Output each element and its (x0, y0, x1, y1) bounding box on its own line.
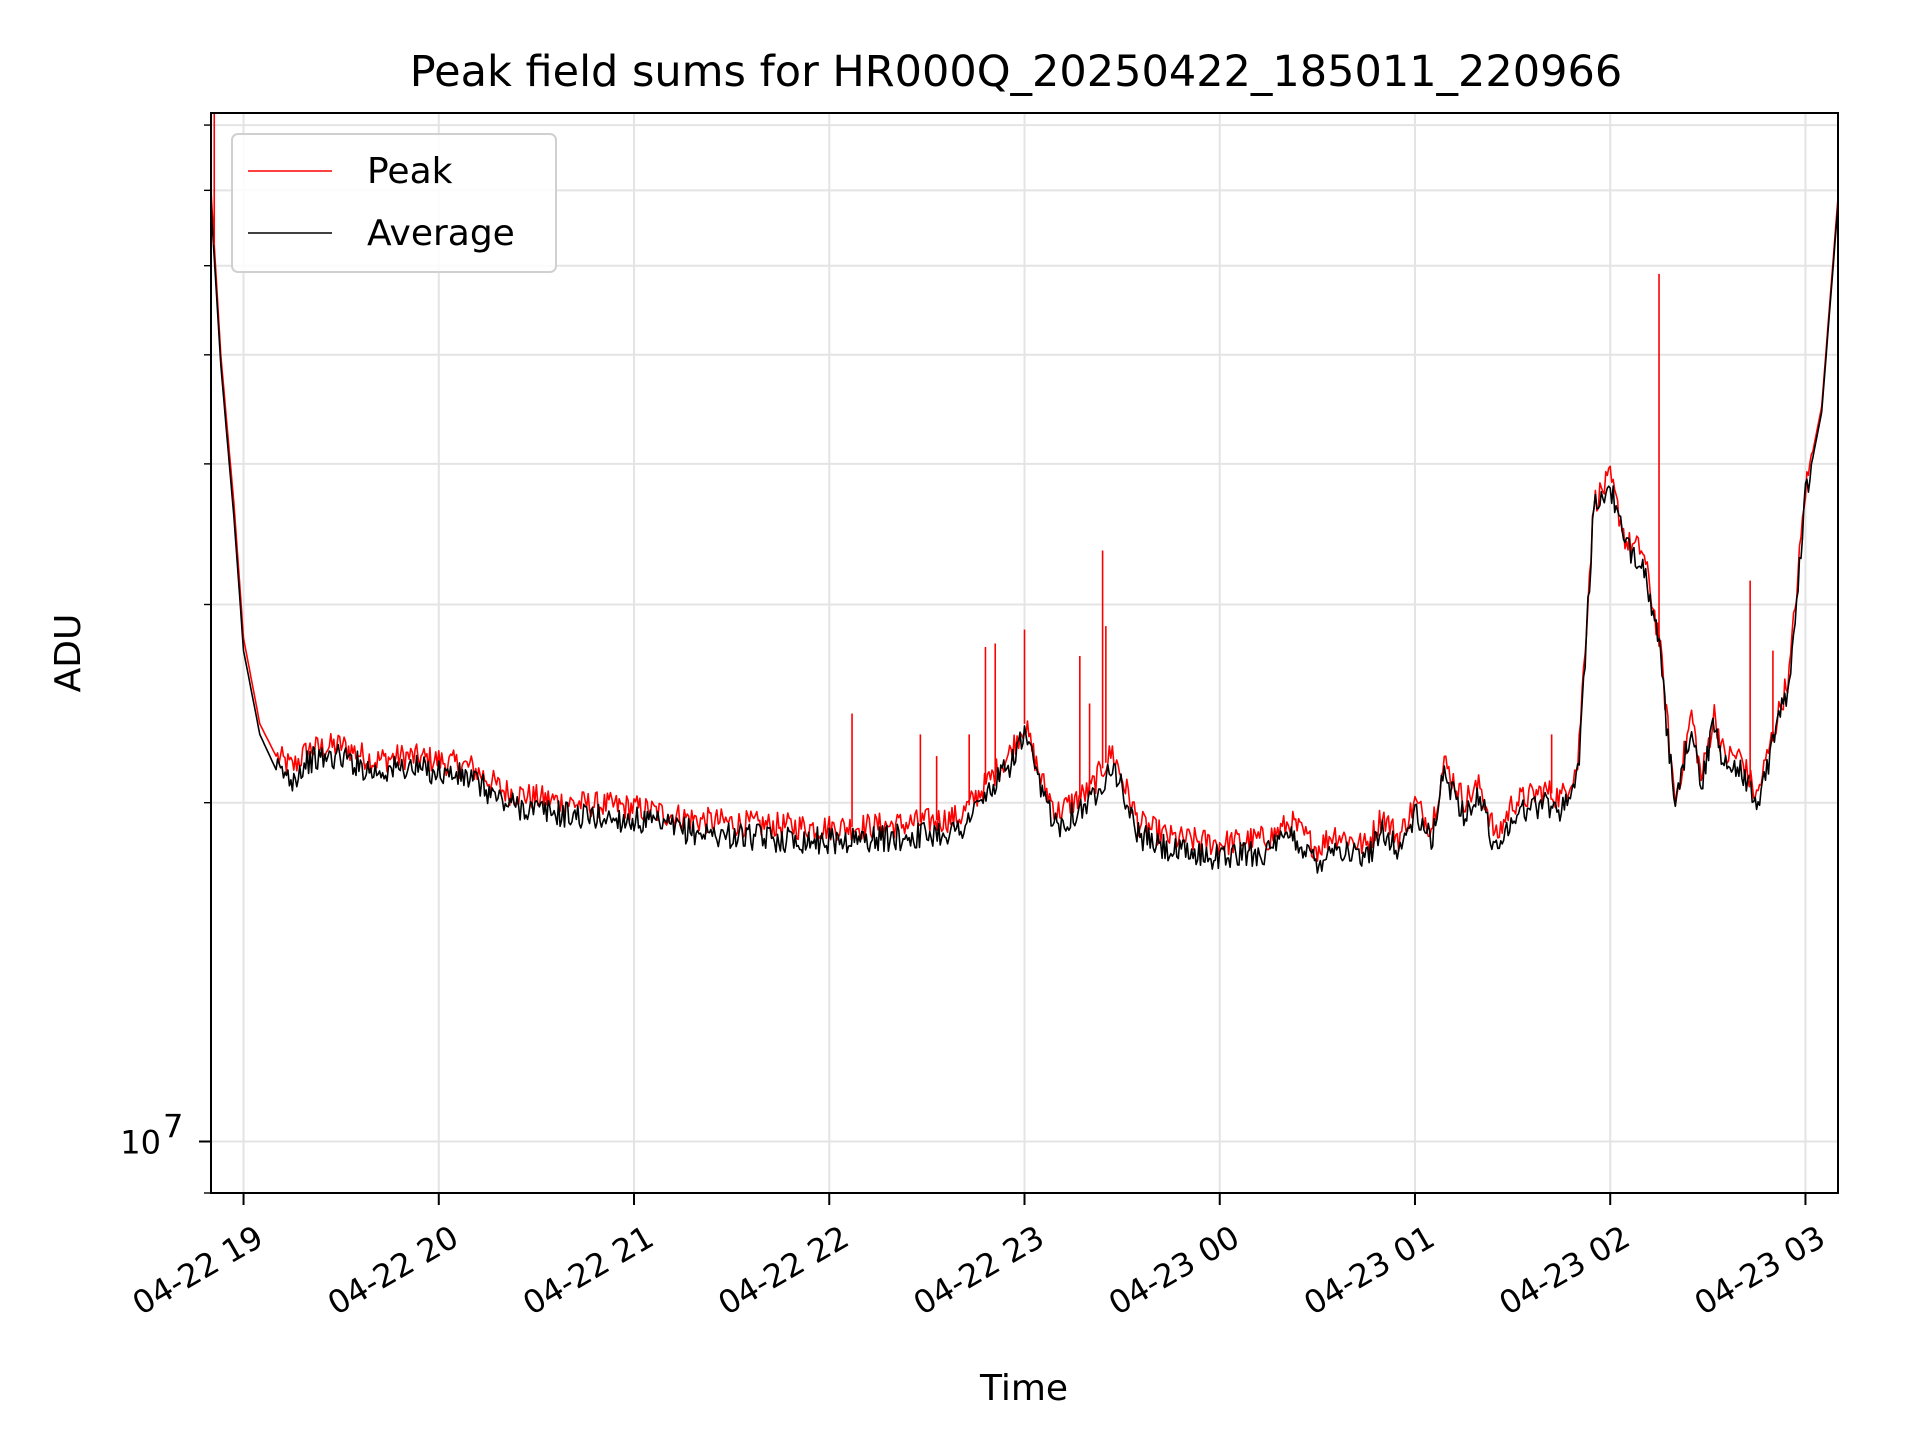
legend: Peak Average (231, 133, 557, 273)
series-layer (211, 113, 1838, 874)
chart-title: Peak field sums for HR000Q_20250422_1850… (410, 47, 1622, 97)
series-line-average (211, 204, 1838, 874)
y-axis-label: ADU (48, 614, 89, 693)
y-tick-label-base: 10 (120, 1123, 161, 1161)
legend-box (231, 133, 557, 273)
legend-label-peak: Peak (367, 151, 453, 192)
x-axis-label: Time (979, 1368, 1068, 1409)
y-tick-label-exponent: 7 (163, 1107, 183, 1145)
legend-label-average: Average (367, 213, 515, 254)
